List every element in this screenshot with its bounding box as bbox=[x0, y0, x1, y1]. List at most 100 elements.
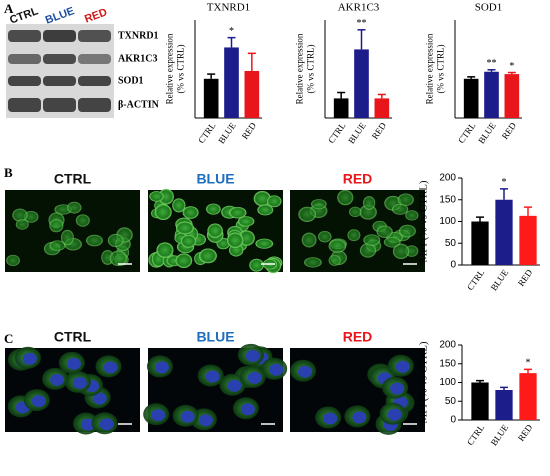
nucleus bbox=[269, 363, 284, 376]
x-tick-label: CTRL bbox=[456, 121, 477, 146]
cell bbox=[359, 243, 377, 258]
cell bbox=[156, 242, 174, 258]
cell bbox=[226, 232, 244, 248]
bar bbox=[354, 49, 369, 118]
blot-band bbox=[78, 76, 111, 86]
cell bbox=[86, 234, 103, 247]
x-tick-label: RED bbox=[516, 422, 535, 443]
blot-band bbox=[43, 76, 76, 86]
x-tick-label: BLUE bbox=[489, 422, 511, 447]
cell bbox=[154, 204, 172, 221]
cell bbox=[15, 219, 29, 230]
blot-condition: BLUE bbox=[44, 5, 76, 27]
nucleus bbox=[198, 414, 213, 427]
bar bbox=[484, 71, 499, 118]
x-tick-label: BLUE bbox=[489, 267, 511, 292]
chart-title: TXNRD1 bbox=[207, 2, 250, 14]
bar bbox=[374, 98, 390, 118]
cell bbox=[158, 188, 174, 205]
cell bbox=[253, 191, 271, 207]
bar bbox=[519, 215, 537, 265]
blot-band bbox=[43, 54, 76, 64]
y-tick-label: 100 bbox=[439, 216, 456, 227]
y-axis-label: (% vs CTRL) bbox=[306, 45, 316, 94]
cell bbox=[255, 238, 274, 249]
cell bbox=[180, 234, 197, 248]
image-header: BLUE bbox=[196, 329, 234, 345]
cell bbox=[172, 198, 186, 213]
y-axis-label: (% vs CTRL) bbox=[176, 45, 186, 94]
cell bbox=[298, 206, 316, 222]
y-axis-label: Relative expression bbox=[295, 33, 305, 104]
y-axis-label: MFI (% vs CTRL) bbox=[418, 180, 430, 263]
cell bbox=[267, 195, 282, 208]
panel-label: B bbox=[4, 165, 13, 180]
blot-band bbox=[78, 98, 111, 112]
bar bbox=[203, 78, 219, 118]
image-header: CTRL bbox=[54, 329, 92, 345]
y-tick-label: 100 bbox=[439, 377, 456, 388]
y-tick-label: 50 bbox=[445, 238, 457, 249]
x-tick-label: RED bbox=[516, 267, 535, 288]
cell bbox=[49, 219, 64, 233]
y-tick-label: 50 bbox=[445, 396, 457, 407]
nucleus bbox=[66, 357, 81, 370]
nucleus bbox=[22, 352, 37, 365]
cell bbox=[257, 204, 274, 216]
cell bbox=[398, 224, 416, 238]
cell bbox=[301, 232, 317, 248]
significance: * bbox=[509, 61, 514, 72]
blot-band bbox=[78, 54, 111, 64]
cell bbox=[67, 201, 82, 214]
significance: * bbox=[229, 26, 234, 37]
cell bbox=[175, 221, 194, 235]
nucleus bbox=[154, 361, 169, 374]
protein-label: AKR1C3 bbox=[118, 53, 157, 64]
x-tick-label: RED bbox=[500, 120, 519, 141]
image-header: BLUE bbox=[196, 171, 234, 187]
y-axis-label: Relative expression bbox=[165, 33, 175, 104]
blot-condition: RED bbox=[83, 6, 109, 25]
cell bbox=[149, 191, 164, 202]
cell bbox=[337, 189, 354, 206]
bar bbox=[495, 199, 513, 265]
image-header: RED bbox=[343, 329, 373, 345]
protein-label: SOD1 bbox=[118, 75, 144, 86]
cell bbox=[363, 234, 381, 246]
x-tick-label: RED bbox=[370, 120, 389, 141]
y-tick-label: 0 bbox=[450, 260, 456, 271]
nucleus bbox=[31, 395, 46, 408]
x-tick-label: CTRL bbox=[326, 121, 347, 146]
x-tick-label: CTRL bbox=[465, 423, 486, 448]
y-axis-label: (% vs CTRL) bbox=[436, 45, 446, 94]
bar bbox=[224, 47, 239, 118]
x-tick-label: RED bbox=[240, 120, 259, 141]
cell bbox=[229, 206, 247, 219]
nucleus bbox=[72, 376, 87, 389]
cell bbox=[237, 216, 255, 227]
cell bbox=[318, 231, 332, 243]
nucleus bbox=[151, 409, 166, 422]
nucleus bbox=[180, 410, 195, 423]
significance: * bbox=[502, 177, 507, 188]
cell bbox=[391, 203, 409, 215]
cell bbox=[175, 253, 193, 268]
protein-label: TXNRD1 bbox=[118, 30, 159, 41]
nucleus bbox=[240, 403, 255, 416]
bar bbox=[495, 390, 513, 420]
cell bbox=[392, 243, 410, 260]
nucleus bbox=[50, 373, 65, 386]
bar bbox=[471, 221, 489, 265]
bar bbox=[471, 382, 489, 420]
y-tick-label: 200 bbox=[439, 173, 456, 184]
cell bbox=[182, 206, 199, 219]
nucleus bbox=[298, 365, 313, 378]
cell bbox=[75, 214, 90, 227]
significance: * bbox=[526, 358, 531, 369]
chart-title: AKR1C3 bbox=[338, 2, 380, 14]
blot-band bbox=[78, 30, 111, 42]
x-tick-label: CTRL bbox=[196, 121, 217, 146]
cell bbox=[249, 258, 264, 272]
